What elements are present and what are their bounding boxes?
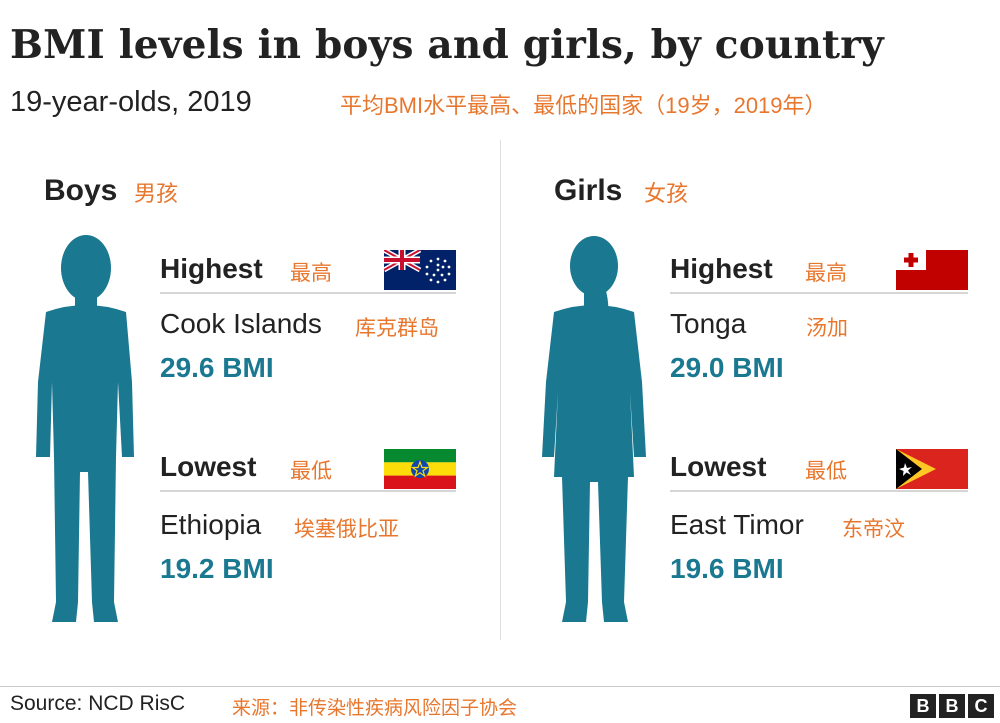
boys-highest-country: Cook Islands bbox=[160, 308, 322, 339]
boys-lowest-country: Ethiopia bbox=[160, 509, 262, 540]
girls-panel: Girls 女孩 Highest 最高 Tonga 汤加 29.0 BMI Lo… bbox=[500, 0, 1000, 723]
bbc-logo-letter: C bbox=[968, 694, 994, 718]
boys-lowest-rule bbox=[160, 490, 456, 492]
girls-highest-country-zh: 汤加 bbox=[806, 317, 848, 340]
girls-highest-rule bbox=[670, 292, 968, 294]
bbc-logo: B B C bbox=[910, 694, 994, 718]
girls-highest-value: 29.0 BMI bbox=[670, 352, 784, 383]
girls-lowest-label: Lowest bbox=[670, 451, 767, 482]
tonga-flag-icon bbox=[896, 250, 968, 290]
cook-islands-flag-icon bbox=[384, 250, 456, 290]
girls-heading-zh: 女孩 bbox=[644, 181, 689, 206]
girls-lowest-label-zh: 最低 bbox=[805, 460, 847, 483]
boys-lowest-country-zh: 埃塞俄比亚 bbox=[294, 518, 399, 541]
source-note: Source: NCD RisC bbox=[10, 692, 186, 715]
girls-highest-label: Highest bbox=[670, 253, 773, 284]
boys-panel: Boys 男孩 Highest 最高 Cook Islands 库克群岛 29.… bbox=[28, 174, 456, 632]
girls-highest-country: Tonga bbox=[670, 308, 747, 339]
girls-lowest-value: 19.6 BMI bbox=[670, 553, 784, 584]
boys-lowest-label: Lowest bbox=[160, 451, 257, 482]
footer-rule bbox=[0, 686, 1000, 687]
boys-lowest-value: 19.2 BMI bbox=[160, 553, 274, 584]
boys-lowest-label-zh: 最低 bbox=[290, 460, 332, 483]
girls-highest-label-zh: 最高 bbox=[805, 262, 847, 285]
girl-silhouette-icon bbox=[538, 232, 650, 632]
girls-heading: Girls bbox=[554, 174, 623, 207]
bbc-logo-letter: B bbox=[939, 694, 965, 718]
boys-heading-zh: 男孩 bbox=[134, 181, 179, 206]
boys-highest-country-zh: 库克群岛 bbox=[355, 317, 439, 340]
chart-subtitle: 19-year-olds, 2019 bbox=[10, 86, 252, 118]
source-note-zh: 来源：非传染性疾病风险因子协会 bbox=[232, 698, 518, 719]
ethiopia-flag-icon bbox=[384, 449, 456, 489]
bbc-logo-letter: B bbox=[910, 694, 936, 718]
center-divider bbox=[500, 140, 501, 640]
boys-highest-rule bbox=[160, 292, 456, 294]
boy-silhouette-icon bbox=[28, 232, 140, 632]
girls-lowest-country-zh: 东帝汶 bbox=[842, 518, 905, 541]
chart-subtitle-zh: 平均BMI水平最高、最低的国家（19岁，2019年） bbox=[340, 93, 827, 118]
boys-heading: Boys bbox=[44, 174, 118, 207]
girls-lowest-country: East Timor bbox=[670, 509, 804, 540]
chart-title: BMI levels in boys and girls, by country bbox=[10, 22, 884, 68]
boys-highest-label: Highest bbox=[160, 253, 263, 284]
east-timor-flag-icon bbox=[896, 449, 968, 489]
boys-highest-label-zh: 最高 bbox=[290, 262, 332, 285]
boys-highest-value: 29.6 BMI bbox=[160, 352, 274, 383]
girls-lowest-rule bbox=[670, 490, 968, 492]
